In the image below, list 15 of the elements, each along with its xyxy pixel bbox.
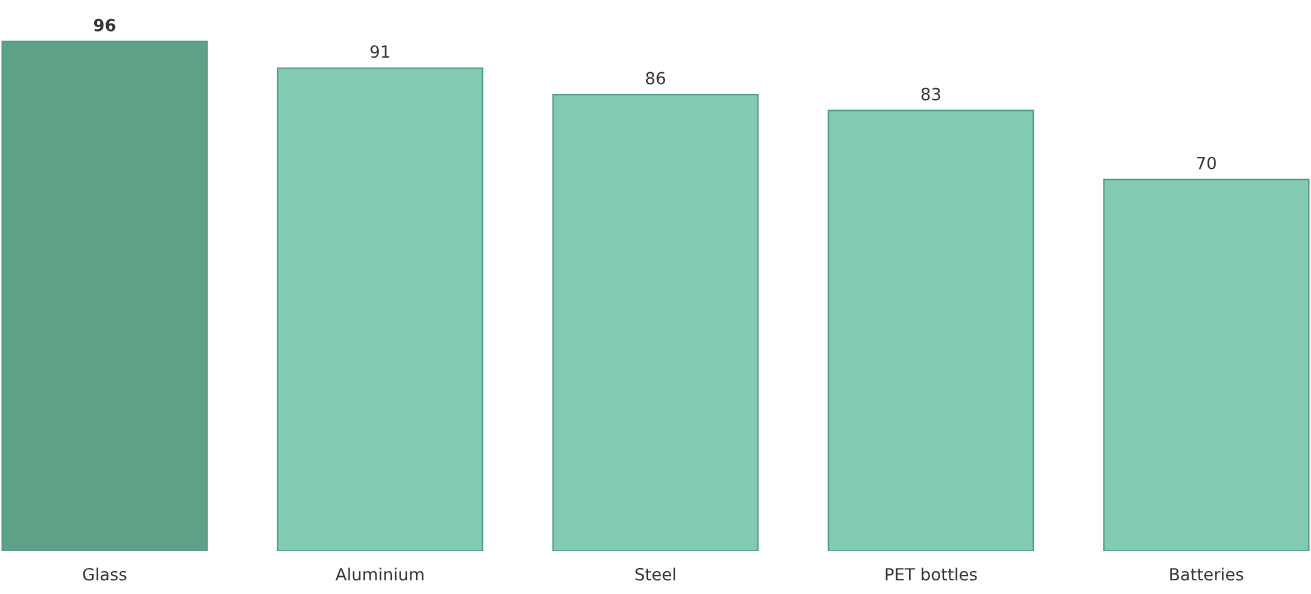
bar: [827, 109, 1035, 551]
data-label: 70: [1197, 156, 1216, 170]
data-label: 86: [646, 71, 666, 85]
x-tick-label: Glass: [83, 567, 127, 581]
bar: [1103, 178, 1310, 551]
data-label: 96: [93, 18, 116, 32]
x-tick-label: PET bottles: [885, 567, 977, 581]
bar: [1, 40, 208, 551]
data-label: 91: [370, 45, 390, 58]
x-tick-label: Aluminium: [335, 567, 424, 581]
x-tick-label: Steel: [635, 567, 676, 581]
x-tick-label: Batteries: [1170, 567, 1244, 581]
bar: [552, 93, 759, 551]
bar: [276, 67, 484, 551]
data-label: 83: [921, 87, 941, 101]
